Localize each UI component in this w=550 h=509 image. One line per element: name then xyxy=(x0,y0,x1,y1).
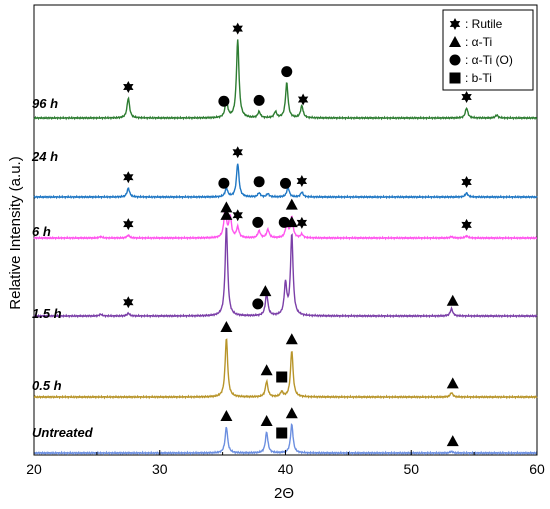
x-tick-label: 30 xyxy=(152,461,168,477)
rutile-star-marker xyxy=(123,296,134,309)
alpha-ti-o-circle-marker xyxy=(280,177,291,189)
legend-triangle-icon xyxy=(449,36,461,47)
alpha-ti-triangle-marker xyxy=(446,294,459,306)
series-line xyxy=(33,227,538,319)
alpha-ti-o-circle-marker xyxy=(253,176,265,188)
series-label: 24 h xyxy=(31,149,58,164)
rutile-star-marker xyxy=(123,218,134,231)
alpha-ti-triangle-marker xyxy=(285,407,298,419)
rutile-star-marker xyxy=(461,218,472,231)
alpha-ti-triangle-marker xyxy=(446,377,459,389)
b-ti-square-marker xyxy=(276,371,288,383)
y-axis-title: Relative Intensity (a.u.) xyxy=(7,156,24,309)
x-tick-label: 40 xyxy=(278,461,294,477)
series-line xyxy=(33,338,538,400)
series-label: 6 h xyxy=(32,224,51,239)
rutile-star-marker xyxy=(123,171,134,184)
marker-layer xyxy=(123,22,472,447)
x-tick-label: 20 xyxy=(26,461,42,477)
b-ti-square-marker xyxy=(276,427,288,439)
legend-square-icon xyxy=(449,72,461,84)
series-label: 96 h xyxy=(32,96,58,111)
legend: : Rutile : α-Ti : α-Ti (O) : b-Ti xyxy=(442,9,534,91)
alpha-ti-o-circle-marker xyxy=(218,177,230,189)
legend-star-icon xyxy=(449,18,461,30)
rutile-star-marker xyxy=(461,176,472,188)
alpha-ti-triangle-marker xyxy=(220,321,233,333)
rutile-star-marker xyxy=(461,90,472,103)
series-label: 0.5 h xyxy=(32,378,62,393)
series-label-layer: 96 h 24 h 6 h 1.5 h 0.5 h Untreated xyxy=(31,96,94,440)
alpha-ti-triangle-marker xyxy=(446,435,459,447)
alpha-ti-triangle-marker xyxy=(260,364,273,376)
series-line xyxy=(33,163,538,200)
alpha-ti-triangle-marker xyxy=(260,415,273,427)
alpha-ti-triangle-marker xyxy=(259,285,272,297)
x-tick-label: 60 xyxy=(529,461,545,477)
alpha-ti-o-circle-marker xyxy=(281,66,293,78)
alpha-ti-triangle-marker xyxy=(220,208,233,220)
rutile-star-marker xyxy=(232,22,243,35)
series-label: Untreated xyxy=(32,425,94,440)
rutile-star-marker xyxy=(232,146,243,159)
alpha-ti-o-circle-marker xyxy=(252,216,264,228)
x-tick-label: 50 xyxy=(403,461,419,477)
alpha-ti-triangle-marker xyxy=(220,409,233,421)
x-axis-title: 2Θ xyxy=(274,485,294,502)
alpha-ti-triangle-marker xyxy=(220,201,233,213)
rutile-star-marker xyxy=(123,80,134,93)
rutile-star-marker xyxy=(232,209,243,222)
series-line xyxy=(33,39,538,121)
legend-label: : b-Ti xyxy=(465,71,492,85)
legend-circle-icon xyxy=(449,54,461,66)
axis-layer: 20 30 40 50 60 xyxy=(26,450,545,477)
rutile-star-marker xyxy=(296,175,308,188)
rutile-star-marker xyxy=(297,93,309,106)
alpha-ti-o-circle-marker xyxy=(218,95,230,107)
alpha-ti-triangle-marker xyxy=(285,216,298,228)
series-line xyxy=(33,207,538,241)
alpha-ti-triangle-marker xyxy=(285,198,298,210)
legend-label: : Rutile xyxy=(465,17,503,31)
series-label: 1.5 h xyxy=(32,306,62,321)
rutile-star-marker xyxy=(296,216,308,229)
legend-label: : α-Ti xyxy=(465,35,492,49)
alpha-ti-o-circle-marker xyxy=(252,298,264,310)
legend-label: : α-Ti (O) xyxy=(465,53,513,67)
alpha-ti-triangle-marker xyxy=(285,333,298,345)
alpha-ti-o-circle-marker xyxy=(253,94,265,106)
series-layer xyxy=(33,39,538,456)
